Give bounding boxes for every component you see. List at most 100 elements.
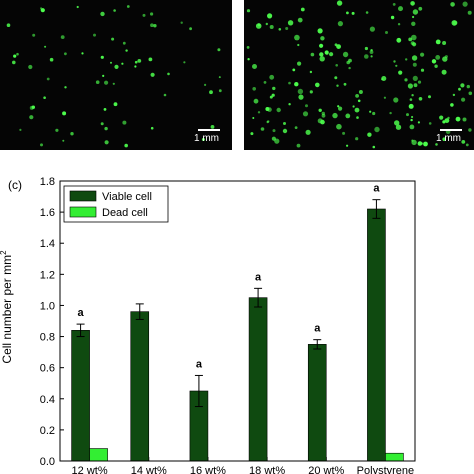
cell-dot — [112, 82, 115, 85]
cell-dot — [405, 58, 408, 61]
cell-dot — [332, 112, 338, 119]
cell-dot — [150, 72, 155, 77]
cell-dot — [411, 115, 414, 119]
micrograph-left-cells — [6, 5, 222, 148]
y-tick-label: 1.6 — [40, 207, 55, 219]
cell-dot — [420, 142, 423, 145]
cell-dot — [266, 120, 269, 124]
cell-dot — [218, 76, 221, 79]
cell-dot — [294, 34, 300, 41]
bar-viable — [248, 297, 268, 462]
cell-dot — [393, 97, 399, 103]
cell-dot — [410, 41, 415, 45]
cell-dot — [441, 69, 447, 75]
cell-dot — [447, 116, 450, 120]
cell-dot — [16, 52, 19, 56]
cell-dot — [167, 72, 170, 76]
cell-dot — [336, 44, 341, 49]
x-axis-ticks: 12 wt% 14 wt% 16 wt% 18 wt% 20 wt% Polystyren… — [72, 457, 414, 474]
cell-dot — [100, 11, 105, 17]
cell-dot — [411, 139, 417, 146]
cell-dot — [336, 84, 339, 87]
cell-dot — [461, 140, 466, 144]
cell-dot — [218, 89, 222, 93]
micrograph-right-cells — [246, 0, 473, 149]
cell-dot — [342, 131, 346, 135]
cell-dot — [104, 126, 108, 131]
cell-dot — [444, 118, 450, 123]
cell-dot — [395, 124, 402, 130]
cell-dot — [320, 119, 325, 125]
y-axis-label-superscript: 2 — [0, 250, 8, 255]
x-tick-label: Polystyrene — [357, 465, 414, 474]
cell-dot — [462, 117, 467, 122]
cell-dot — [142, 13, 146, 17]
cell-dot — [393, 60, 396, 63]
cell-dot — [272, 86, 276, 91]
cell-dot — [210, 125, 215, 129]
cell-dot — [204, 83, 207, 86]
cell-dot — [267, 13, 273, 19]
y-tick-label: 0.8 — [40, 332, 55, 344]
cell-dot — [334, 43, 338, 47]
y-tick-label: 0.6 — [40, 363, 55, 375]
cell-dot — [356, 116, 359, 119]
significance-annotations: a a a a a — [78, 183, 381, 371]
cell-dot — [417, 121, 420, 124]
cell-dot — [435, 39, 441, 45]
cell-dot — [113, 102, 118, 107]
cell-dot — [217, 48, 221, 52]
y-axis-label-text: Cell number per mm — [0, 255, 14, 364]
cell-dot — [348, 66, 351, 70]
cell-dot — [287, 20, 294, 26]
x-tick-label: 12 wt% — [72, 465, 108, 474]
bar-dead — [385, 452, 404, 462]
scale-label-left: 1 mm — [194, 133, 219, 144]
cell-dot — [250, 132, 254, 136]
cell-dot — [364, 46, 368, 51]
cell-dot — [442, 137, 446, 141]
cell-dot — [455, 116, 461, 122]
cell-dot — [458, 87, 461, 91]
cell-dot — [428, 122, 432, 125]
cell-dot — [28, 64, 33, 70]
cell-dot — [435, 143, 438, 146]
cell-dot — [282, 128, 288, 134]
bar-viable — [367, 208, 386, 462]
cell-dot — [383, 96, 386, 99]
cell-dot — [183, 61, 186, 64]
cell-dot — [319, 52, 324, 57]
cell-dot — [19, 128, 22, 131]
cell-dot — [134, 65, 137, 68]
cell-dot — [49, 57, 54, 62]
cell-dot — [431, 59, 437, 64]
cell-dot — [64, 52, 67, 56]
cell-dot — [40, 143, 43, 147]
cell-dot — [253, 98, 259, 104]
scale-bar-right — [440, 129, 462, 131]
cell-dot — [336, 123, 342, 130]
cell-dot — [150, 12, 154, 16]
cell-dot — [423, 141, 428, 147]
cell-dot — [209, 90, 213, 95]
cell-dot — [442, 41, 447, 45]
cell-dot — [365, 11, 369, 14]
cell-dot — [40, 7, 43, 10]
cell-dot — [372, 145, 376, 149]
cell-dot — [283, 122, 286, 125]
bars — [71, 208, 404, 462]
cell-dot — [110, 61, 112, 64]
cell-dot — [126, 5, 130, 8]
cell-dot — [276, 107, 281, 113]
cell-dot — [252, 117, 255, 119]
cell-dot — [462, 1, 468, 7]
cell-dot — [305, 104, 308, 108]
legend-label-dead: Dead cell — [102, 207, 148, 219]
cell-dot — [318, 108, 322, 113]
cell-dot — [137, 59, 142, 63]
cell-dot — [444, 55, 448, 59]
cell-dot — [125, 49, 128, 52]
cell-dot — [55, 128, 59, 132]
cell-dot — [428, 95, 431, 99]
cell-dot — [113, 9, 116, 12]
